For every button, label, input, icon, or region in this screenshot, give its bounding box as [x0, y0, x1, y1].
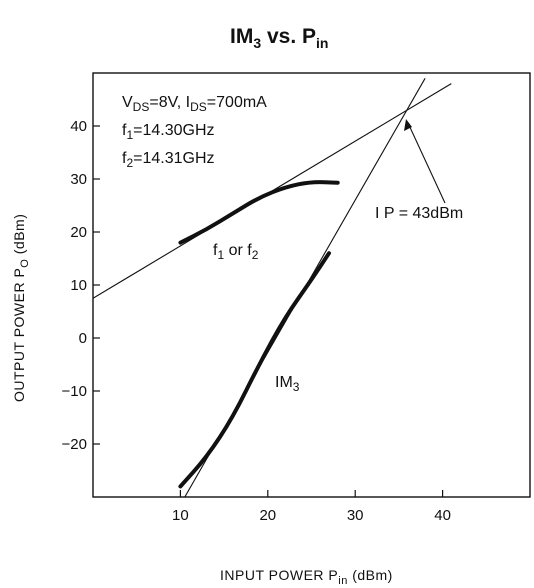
im3-label: IM3: [275, 374, 300, 394]
y-tick-label: 20: [70, 224, 87, 241]
x-tick-label: 10: [172, 507, 189, 524]
y-tick-label: 30: [70, 171, 87, 188]
y-tick-label: 10: [70, 277, 87, 294]
y-tick-label: −20: [62, 436, 87, 453]
y-axis-label: OUTPUT POWER PO (dBm): [11, 214, 31, 402]
x-axis-label: INPUT POWER Pin (dBm): [220, 567, 393, 587]
y-tick-label: 40: [70, 118, 87, 135]
curve-layer: [93, 78, 452, 497]
y-tick-label: −10: [62, 383, 87, 400]
f1-annotation: f1=14.30GHz: [122, 122, 215, 142]
bias-annotation: VDS=8V, IDS=700mA: [122, 94, 267, 114]
ip-arrow: [404, 119, 446, 204]
x-tick-label: 40: [434, 507, 451, 524]
tick-layer: 10 20 30 40 40 30 20 10 0 −10 −20: [62, 118, 451, 524]
chart-title: IM3 vs. Pin: [230, 25, 328, 51]
im3-measured-curve: [178, 251, 331, 489]
fundamental-label: f1 or f2: [213, 242, 259, 262]
x-tick-label: 30: [347, 507, 364, 524]
y-tick-label: 0: [79, 330, 87, 347]
ip-annotation: I P = 43dBm: [375, 205, 463, 222]
fundamental-measured-curve: [178, 180, 340, 245]
f2-annotation: f2=14.31GHz: [122, 150, 215, 170]
x-tick-label: 20: [259, 507, 276, 524]
